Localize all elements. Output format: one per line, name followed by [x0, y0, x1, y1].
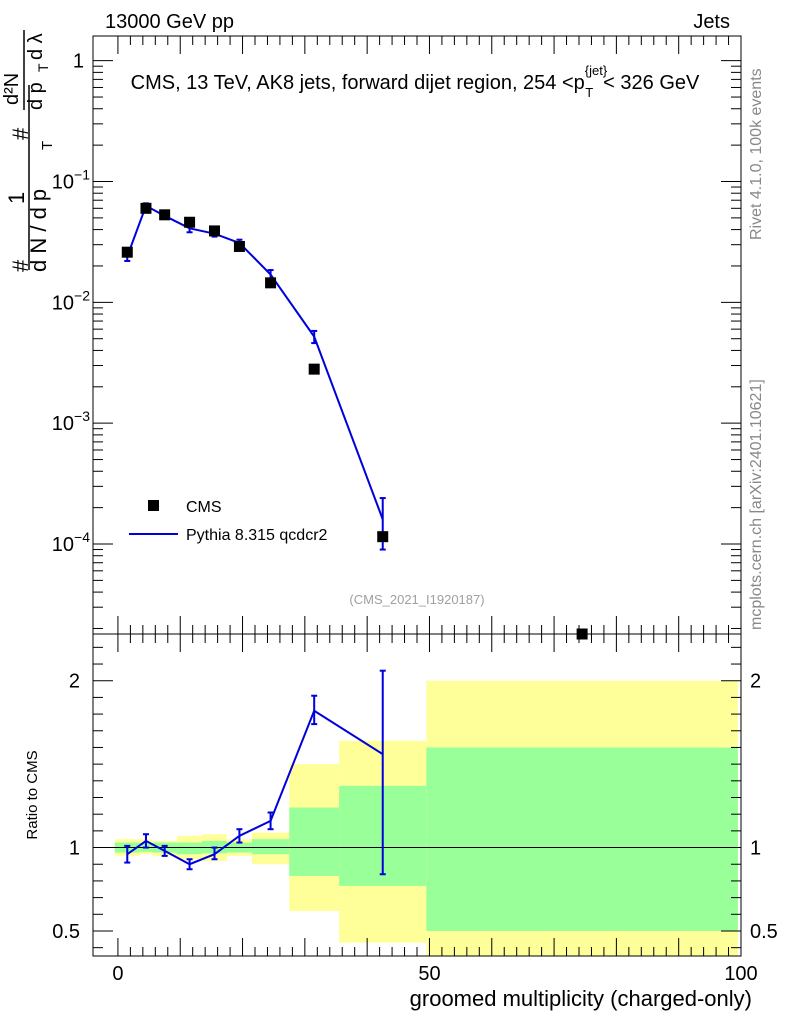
- main-y-ticks: 1 10−1 10−2 10−3 10−4: [52, 51, 741, 629]
- main-y-axis-label: # 1 d N / d p T # d²N d p T d λ: [1, 30, 56, 272]
- ratio-y-ticks: 0.5 0.5 1 1 2 2: [52, 646, 778, 949]
- ratio-x-ticks: 0 50 100: [112, 634, 758, 985]
- cms-data-point: [209, 225, 220, 237]
- main-x-ticks: [117, 36, 742, 634]
- x-axis-label: groomed multiplicity (charged-only): [410, 986, 752, 1011]
- stat-uncertainty-band: [426, 747, 738, 931]
- ratio-panel: 0.5 0.5 1 1 2 2 0 50 100 Ratio to CMS groomed m…: [24, 633, 778, 1011]
- analysis-id-label: (CMS_2021_I1920187): [349, 592, 484, 607]
- rivet-version-label: Rivet 4.1.0, 100k events: [748, 68, 765, 240]
- legend-cms-marker: [148, 500, 159, 511]
- main-y-tick-label: 1: [73, 51, 84, 73]
- stat-uncertainty-band: [289, 807, 340, 876]
- energy-label: 13000 GeV pp: [105, 11, 234, 33]
- ylabel-one: 1: [4, 192, 29, 204]
- mc-line: [126, 204, 384, 520]
- legend-cms-label: CMS: [186, 499, 222, 516]
- legend: CMS Pythia 8.315 qcdcr2: [129, 499, 328, 544]
- cms-data-point: [159, 209, 171, 221]
- ylabel-den-sub: T: [39, 141, 56, 150]
- ratio-y-tick-label-left: 2: [69, 671, 80, 693]
- cms-data-series: [121, 202, 588, 640]
- ratio-y-axis-label: Ratio to CMS: [24, 750, 41, 839]
- main-panel: 1 10−1 10−2 10−3 10−4 CMS, 13 TeV, AK8 jets,…: [52, 35, 742, 640]
- ratio-y-tick-label-right: 2: [750, 671, 761, 693]
- ylabel-dpt: d p: [25, 82, 47, 110]
- cms-data-point: [308, 363, 320, 375]
- main-frame: [92, 35, 742, 635]
- mc-series: [124, 202, 386, 551]
- cms-data-point: [140, 202, 152, 214]
- cms-data-point: [377, 531, 389, 543]
- cms-data-point: [121, 246, 133, 258]
- main-y-tick-label: 10−2: [52, 287, 90, 314]
- ratio-y-tick-label-right: 0.5: [750, 921, 778, 943]
- ylabel-denominator: d N / d p: [26, 189, 51, 272]
- ylabel-hash2: #: [8, 127, 33, 140]
- ylabel-dlambda: d λ: [25, 33, 47, 60]
- x-tick-label: 100: [724, 963, 757, 985]
- legend-mc-label: Pythia 8.315 qcdcr2: [186, 527, 328, 544]
- ratio-y-tick-label-left: 1: [69, 838, 80, 860]
- stat-uncertainty-band: [177, 842, 203, 855]
- site-label: mcplots.cern.ch [arXiv:2401.10621]: [748, 379, 765, 630]
- category-label: Jets: [693, 11, 730, 33]
- x-tick-label: 50: [418, 963, 440, 985]
- ylabel-hash: #: [8, 259, 33, 272]
- main-y-tick-label: 10−4: [52, 529, 90, 556]
- main-y-tick-label: 10−1: [52, 167, 90, 194]
- stat-uncertainty-band: [251, 839, 290, 855]
- cms-data-point: [184, 216, 196, 228]
- ratio-mc-series: [124, 669, 386, 876]
- ylabel-d2n: d²N: [1, 73, 23, 105]
- cms-data-point: [265, 277, 277, 289]
- main-y-tick-label: 10−3: [52, 408, 90, 435]
- cms-data-point: [233, 240, 245, 252]
- ratio-y-tick-label-left: 0.5: [52, 921, 80, 943]
- ratio-y-tick-label-right: 1: [750, 838, 761, 860]
- ratio-uncertainty-bands: [114, 680, 738, 956]
- x-tick-label: 0: [112, 963, 123, 985]
- ylabel-dpt-sub: T: [35, 63, 51, 72]
- plot-title: CMS, 13 TeV, AK8 jets, forward dijet reg…: [131, 63, 700, 100]
